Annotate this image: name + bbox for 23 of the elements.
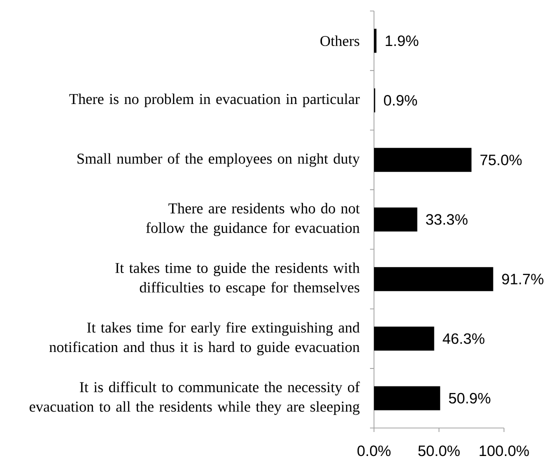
x-tick-label: 0.0% xyxy=(357,446,391,456)
y-tick-label: Small number of the employees on night duty xyxy=(78,153,360,167)
bar xyxy=(374,207,418,232)
x-tick-label: 100.0% xyxy=(480,446,529,456)
y-tick-label: There is no problem in evacuation in particular xyxy=(69,94,360,108)
bar xyxy=(374,326,434,351)
data-label: 46.3% xyxy=(442,333,484,344)
data-label: 75.0% xyxy=(480,154,522,166)
data-label: 33.3% xyxy=(426,214,468,225)
data-label: 1.9% xyxy=(386,35,418,46)
bar xyxy=(374,267,494,292)
bar xyxy=(374,28,376,53)
y-tick-label: Others xyxy=(320,36,360,46)
y-tick-label: It takes time for early fire extinguishing and notification and thus it is hard to guide evacuation xyxy=(49,322,360,356)
bar xyxy=(374,148,472,172)
y-tick-label: It is difficult to communicate the necessity of evacuation to all the residents while they are sleeping xyxy=(30,382,360,415)
y-tick-label: There are residents who do not follow the guidance for evacuation xyxy=(146,202,360,236)
data-label: 50.9% xyxy=(448,392,490,404)
bar xyxy=(374,386,440,410)
data-label: 0.9% xyxy=(384,95,418,106)
data-label: 91.7% xyxy=(502,274,544,284)
x-tick-label: 50.0% xyxy=(418,446,460,456)
y-tick-label: It takes time to guide the residents with difficulties to escape for themselves xyxy=(115,262,360,296)
